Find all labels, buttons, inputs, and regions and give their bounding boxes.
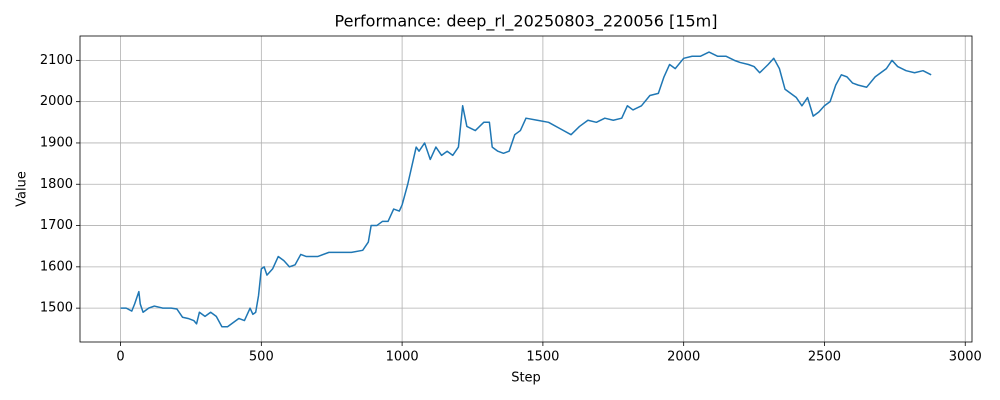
chart-title: Performance: deep_rl_20250803_220056 [15… <box>335 12 718 32</box>
x-tick-label: 3000 <box>949 350 982 365</box>
y-tick-label: 1600 <box>40 259 73 274</box>
grid <box>80 36 972 342</box>
y-tick-label: 1700 <box>40 218 73 233</box>
y-tick-label: 1800 <box>40 177 73 192</box>
data-line <box>120 51 932 328</box>
x-axis-label: Step <box>511 371 541 386</box>
axes-frame <box>79 35 973 343</box>
y-tick-label: 2100 <box>40 53 73 68</box>
x-tick-label: 500 <box>249 350 274 365</box>
y-axis-label: Value <box>15 171 30 207</box>
y-tick-label: 2000 <box>40 94 73 109</box>
x-tick-label: 1000 <box>386 350 419 365</box>
x-tick-label: 2500 <box>808 350 841 365</box>
x-tick-label: 1500 <box>526 350 559 365</box>
y-tick-label: 1500 <box>40 301 73 316</box>
x-tick-label: 0 <box>116 350 124 365</box>
x-tick-label: 2000 <box>667 350 700 365</box>
plot <box>120 51 932 328</box>
y-tick-label: 1900 <box>40 135 73 150</box>
